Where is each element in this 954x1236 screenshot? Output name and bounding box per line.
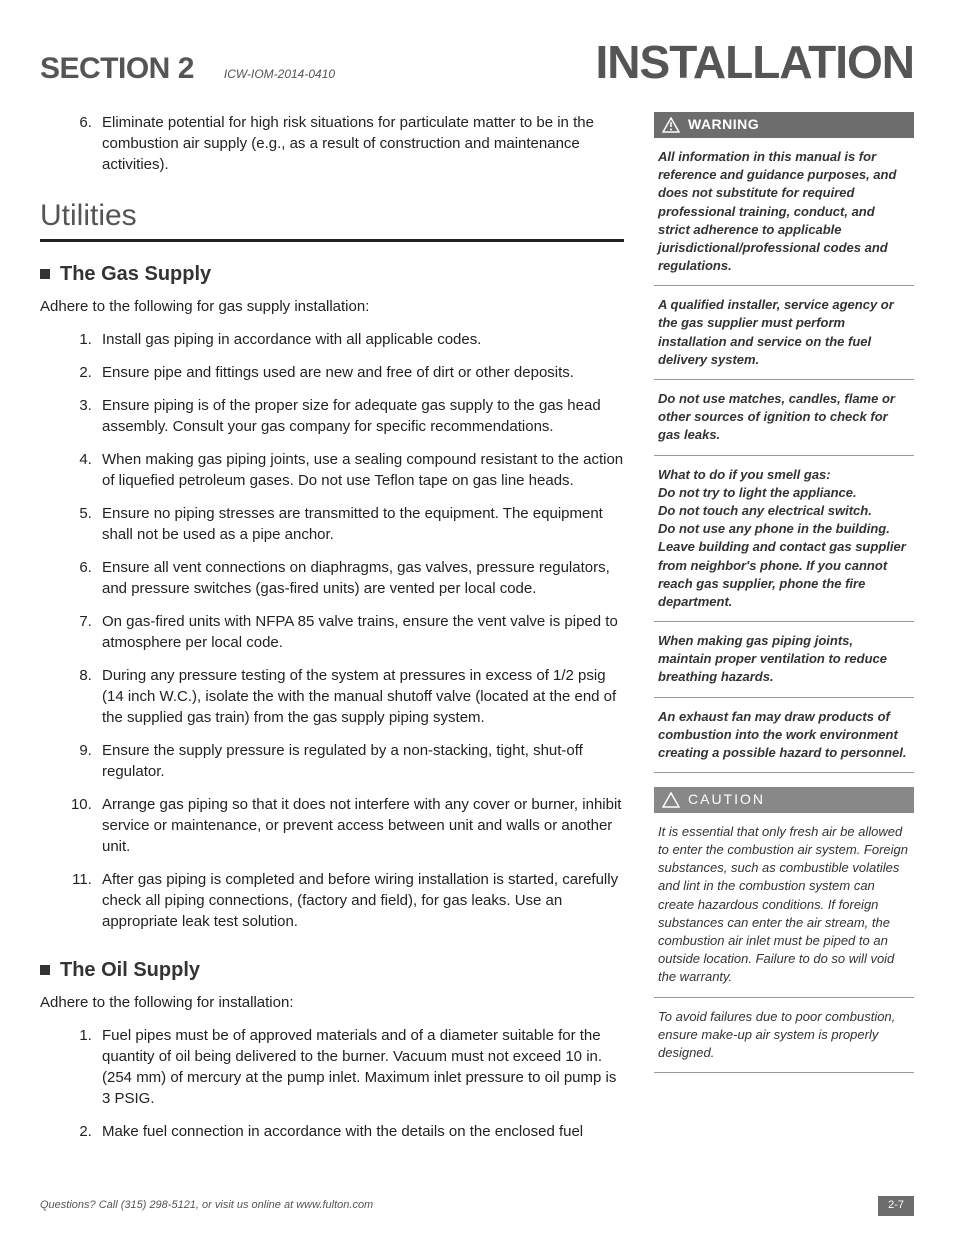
gas-intro: Adhere to the following for gas supply i…: [40, 296, 624, 317]
section-number: 2: [178, 52, 194, 85]
content-columns: Eliminate potential for high risk situat…: [40, 112, 914, 1166]
oil-heading-text: The Oil Supply: [60, 956, 200, 984]
page-title: INSTALLATION: [596, 30, 914, 94]
section-word: SECTION: [40, 52, 170, 85]
warning-box: WARNING All information in this manual i…: [654, 112, 914, 773]
gas-supply-heading: The Gas Supply: [40, 260, 624, 288]
caution-label: CAUTION: [688, 790, 765, 810]
list-item: During any pressure testing of the syste…: [96, 665, 624, 728]
list-item: Make fuel connection in accordance with …: [96, 1121, 624, 1142]
caution-header: CAUTION: [654, 787, 914, 813]
warning-body-container: All information in this manual is for re…: [654, 138, 914, 773]
oil-steps-list: Fuel pipes must be of approved materials…: [40, 1025, 624, 1142]
warning-paragraph: What to do if you smell gas: Do not try …: [654, 456, 914, 623]
list-item: After gas piping is completed and before…: [96, 869, 624, 932]
list-item: Install gas piping in accordance with al…: [96, 329, 624, 350]
list-item: When making gas piping joints, use a sea…: [96, 449, 624, 491]
gas-heading-text: The Gas Supply: [60, 260, 211, 288]
caution-paragraph: It is essential that only fresh air be a…: [654, 813, 914, 998]
list-item: Ensure no piping stresses are transmitte…: [96, 503, 624, 545]
warning-icon: [662, 117, 680, 133]
list-item: On gas-fired units with NFPA 85 valve tr…: [96, 611, 624, 653]
utilities-heading: Utilities: [40, 195, 624, 242]
warning-label: WARNING: [688, 115, 759, 135]
warning-paragraph: When making gas piping joints, maintain …: [654, 622, 914, 698]
document-code: ICW-IOM-2014-0410: [224, 66, 335, 83]
section-label: SECTION 2: [40, 48, 194, 90]
list-item: Eliminate potential for high risk situat…: [96, 112, 624, 175]
warning-paragraph: All information in this manual is for re…: [654, 138, 914, 286]
list-item: Fuel pipes must be of approved materials…: [96, 1025, 624, 1109]
warning-paragraph: An exhaust fan may draw products of comb…: [654, 698, 914, 774]
page-number: 2-7: [878, 1196, 914, 1215]
footer-text: Questions? Call (315) 298-5121, or visit…: [40, 1198, 373, 1213]
list-item: Ensure the supply pressure is regulated …: [96, 740, 624, 782]
list-item: Ensure all vent connections on diaphragm…: [96, 557, 624, 599]
list-item: Ensure piping is of the proper size for …: [96, 395, 624, 437]
header-left: SECTION 2 ICW-IOM-2014-0410: [40, 48, 335, 90]
oil-supply-heading: The Oil Supply: [40, 956, 624, 984]
page-footer: Questions? Call (315) 298-5121, or visit…: [40, 1196, 914, 1215]
gas-steps-list: Install gas piping in accordance with al…: [40, 329, 624, 932]
caution-box: CAUTION It is essential that only fresh …: [654, 787, 914, 1073]
warning-header: WARNING: [654, 112, 914, 138]
main-column: Eliminate potential for high risk situat…: [40, 112, 624, 1166]
page-header: SECTION 2 ICW-IOM-2014-0410 INSTALLATION: [40, 30, 914, 94]
list-item: Ensure pipe and fittings used are new an…: [96, 362, 624, 383]
oil-intro: Adhere to the following for installation…: [40, 992, 624, 1013]
caution-paragraph: To avoid failures due to poor combustion…: [654, 998, 914, 1074]
caution-body-container: It is essential that only fresh air be a…: [654, 813, 914, 1073]
sidebar-column: WARNING All information in this manual i…: [654, 112, 914, 1166]
warning-paragraph: A qualified installer, service agency or…: [654, 286, 914, 380]
warning-paragraph: Do not use matches, candles, flame or ot…: [654, 380, 914, 456]
continued-list: Eliminate potential for high risk situat…: [40, 112, 624, 175]
list-item: Arrange gas piping so that it does not i…: [96, 794, 624, 857]
caution-icon: [662, 792, 680, 808]
